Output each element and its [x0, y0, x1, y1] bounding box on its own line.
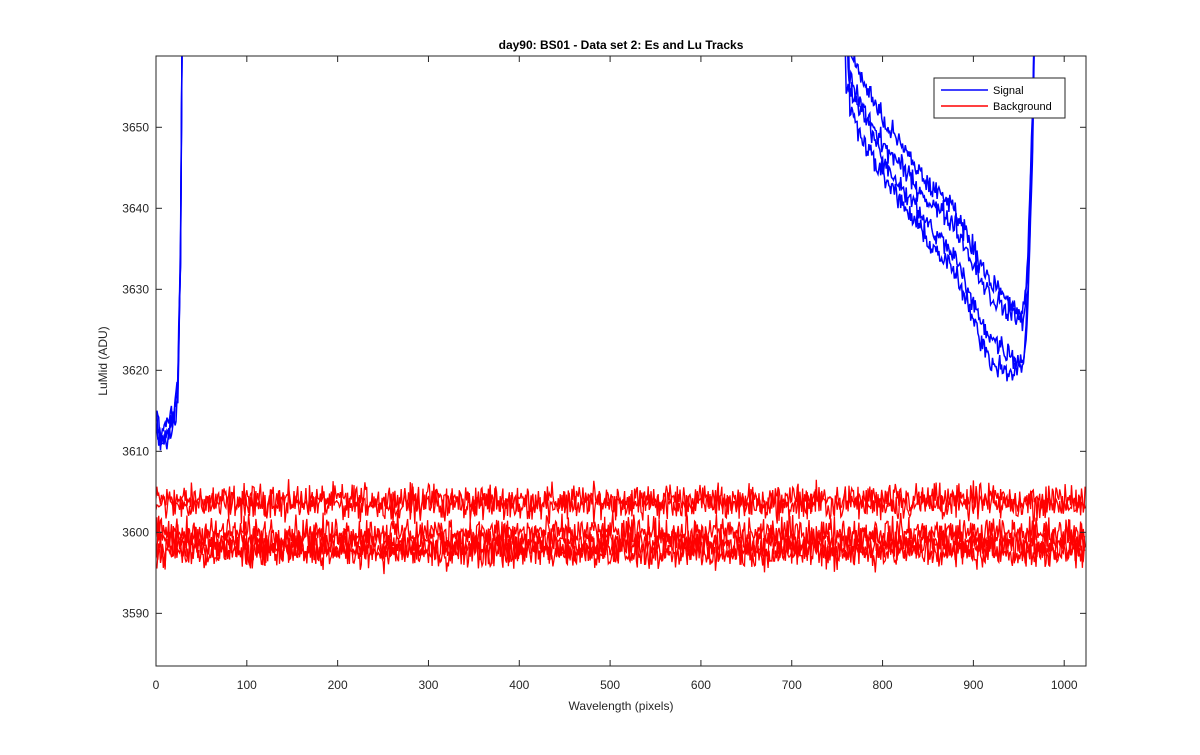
x-tick-label: 300 [418, 678, 438, 692]
legend: Signal Background [933, 77, 1066, 119]
x-tick-label: 0 [153, 678, 160, 692]
chart-title: day90: BS01 - Data set 2: Es and Lu Trac… [499, 38, 744, 52]
signal-trace [156, 56, 1035, 451]
x-axis-title: Wavelength (pixels) [569, 699, 674, 713]
y-axis-title: LuMid (ADU) [96, 326, 110, 395]
x-tick-label: 900 [963, 678, 983, 692]
background-trace [156, 484, 1086, 525]
y-tick-label: 3610 [122, 444, 149, 458]
axes-box [155, 55, 1087, 667]
y-tick-label: 3620 [122, 363, 149, 377]
x-tick-label: 400 [509, 678, 529, 692]
signal-trace [156, 56, 1035, 445]
x-tick-label: 500 [600, 678, 620, 692]
y-tick-label: 3640 [122, 201, 149, 215]
signal-trace [156, 56, 1035, 446]
x-tick-label: 800 [873, 678, 893, 692]
y-tick-label: 3650 [122, 120, 149, 134]
ticks-layer: 0 100 200 300 400 500 600 700 800 900 1000 3590 3600… [122, 56, 1086, 692]
legend-label-background: Background [993, 101, 1052, 113]
background-trace [156, 525, 1086, 570]
x-tick-label: 600 [691, 678, 711, 692]
y-tick-label: 3600 [122, 525, 149, 539]
x-tick-label: 1000 [1051, 678, 1078, 692]
legend-box [933, 77, 1066, 119]
y-tick-label: 3590 [122, 606, 149, 620]
series-layer [156, 56, 1086, 575]
x-tick-label: 700 [782, 678, 802, 692]
signal-trace [156, 56, 1035, 450]
plot-area [156, 56, 1086, 666]
legend-label-signal: Signal [993, 85, 1024, 97]
y-tick-label: 3630 [122, 282, 149, 296]
x-tick-label: 200 [328, 678, 348, 692]
x-tick-label: 100 [237, 678, 257, 692]
background-trace [156, 479, 1086, 523]
